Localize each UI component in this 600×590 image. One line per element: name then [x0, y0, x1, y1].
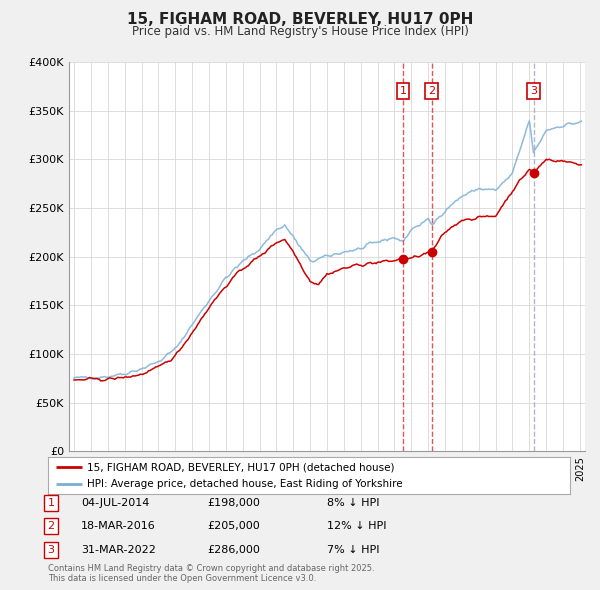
Text: 7% ↓ HPI: 7% ↓ HPI	[327, 545, 380, 555]
Text: 2: 2	[47, 522, 55, 531]
Text: HPI: Average price, detached house, East Riding of Yorkshire: HPI: Average price, detached house, East…	[87, 479, 403, 489]
Text: 12% ↓ HPI: 12% ↓ HPI	[327, 522, 386, 531]
Text: 3: 3	[47, 545, 55, 555]
Text: 8% ↓ HPI: 8% ↓ HPI	[327, 498, 380, 507]
Text: Contains HM Land Registry data © Crown copyright and database right 2025.
This d: Contains HM Land Registry data © Crown c…	[48, 563, 374, 583]
Text: 15, FIGHAM ROAD, BEVERLEY, HU17 0PH: 15, FIGHAM ROAD, BEVERLEY, HU17 0PH	[127, 12, 473, 27]
Text: 18-MAR-2016: 18-MAR-2016	[81, 522, 156, 531]
Text: 31-MAR-2022: 31-MAR-2022	[81, 545, 156, 555]
Text: Price paid vs. HM Land Registry's House Price Index (HPI): Price paid vs. HM Land Registry's House …	[131, 25, 469, 38]
Text: 2: 2	[428, 86, 435, 96]
Text: £205,000: £205,000	[207, 522, 260, 531]
Text: £286,000: £286,000	[207, 545, 260, 555]
Text: £198,000: £198,000	[207, 498, 260, 507]
Text: 15, FIGHAM ROAD, BEVERLEY, HU17 0PH (detached house): 15, FIGHAM ROAD, BEVERLEY, HU17 0PH (det…	[87, 462, 395, 472]
Text: 3: 3	[530, 86, 537, 96]
Text: 1: 1	[47, 498, 55, 507]
Text: 1: 1	[400, 86, 406, 96]
Text: 04-JUL-2014: 04-JUL-2014	[81, 498, 149, 507]
